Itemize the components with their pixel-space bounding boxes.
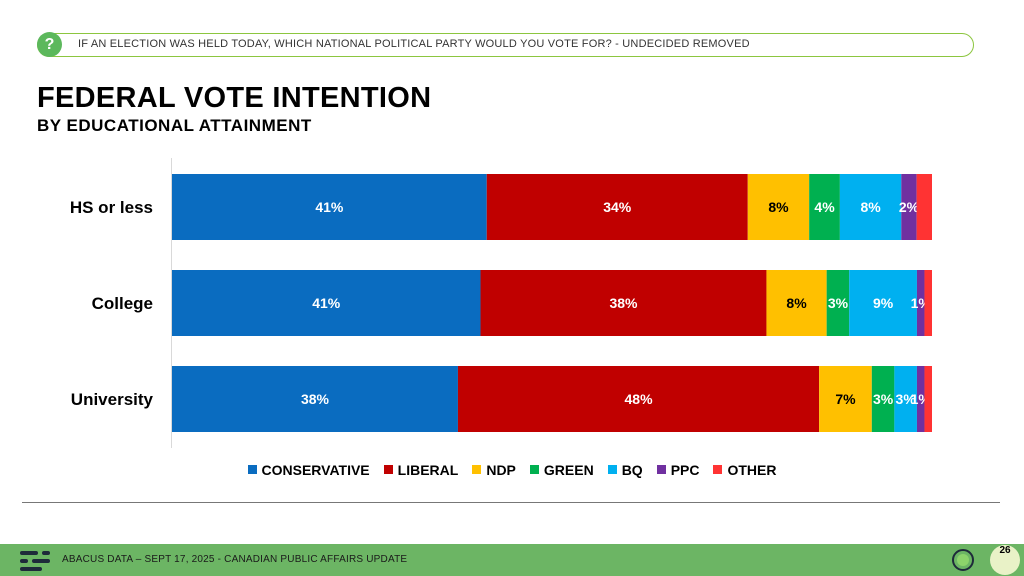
data-label: 8% bbox=[860, 199, 881, 215]
footer-bar: ABACUS DATA – SEPT 17, 2025 - CANADIAN P… bbox=[0, 544, 1024, 576]
legend-item: PPC bbox=[656, 462, 700, 478]
legend-label: GREEN bbox=[543, 462, 594, 478]
bar-segment bbox=[480, 270, 767, 336]
bar-segment bbox=[819, 366, 872, 432]
legend-label: PPC bbox=[670, 462, 700, 478]
legend-swatch bbox=[607, 465, 617, 474]
legend-swatch bbox=[247, 465, 257, 474]
data-label: 3% bbox=[896, 391, 917, 407]
bar-segment bbox=[809, 174, 840, 240]
legend-item: GREEN bbox=[529, 462, 594, 478]
data-label: 8% bbox=[768, 199, 789, 215]
bar-segment bbox=[916, 174, 932, 240]
legend-item: BQ bbox=[607, 462, 643, 478]
legend-item: OTHER bbox=[713, 462, 776, 478]
data-label: 8% bbox=[786, 295, 807, 311]
question-banner: ? IF AN ELECTION WAS HELD TODAY, WHICH N… bbox=[37, 32, 974, 57]
chart-title: FEDERAL VOTE INTENTION bbox=[37, 82, 432, 114]
category-label: HS or less bbox=[70, 198, 153, 217]
question-text: IF AN ELECTION WAS HELD TODAY, WHICH NAT… bbox=[78, 38, 750, 50]
legend-label: CONSERVATIVE bbox=[261, 462, 370, 478]
legend-swatch bbox=[713, 465, 723, 474]
data-label: 4% bbox=[814, 199, 835, 215]
legend-item: NDP bbox=[472, 462, 516, 478]
bar-segment bbox=[924, 366, 932, 432]
category-label: University bbox=[71, 390, 154, 409]
legend-label: OTHER bbox=[727, 462, 777, 478]
bar-segment bbox=[172, 270, 481, 336]
bar-segment bbox=[894, 366, 917, 432]
bar-segment bbox=[924, 270, 932, 336]
bar-segment bbox=[172, 174, 487, 240]
data-label: 7% bbox=[835, 391, 856, 407]
legend-swatch bbox=[472, 465, 482, 474]
footer-text: ABACUS DATA – SEPT 17, 2025 - CANADIAN P… bbox=[62, 554, 408, 565]
category-label: College bbox=[92, 294, 153, 313]
bar-segment bbox=[916, 366, 925, 432]
data-label: 38% bbox=[301, 391, 330, 407]
data-label: 38% bbox=[609, 295, 638, 311]
data-label: 2% bbox=[899, 199, 920, 215]
legend-label: BQ bbox=[621, 462, 643, 478]
bar-segment bbox=[486, 174, 748, 240]
bar-segment bbox=[901, 174, 917, 240]
bar-segment bbox=[839, 174, 902, 240]
chart-legend: CONSERVATIVE LIBERAL NDP GREEN BQ PPC OTHER bbox=[0, 462, 1024, 478]
legend-label: NDP bbox=[486, 462, 516, 478]
data-label: 3% bbox=[873, 391, 894, 407]
bar-segment bbox=[826, 270, 850, 336]
bar-segment bbox=[849, 270, 917, 336]
bar-segment bbox=[747, 174, 810, 240]
data-label: 41% bbox=[315, 199, 344, 215]
divider bbox=[22, 502, 1000, 503]
chart-subtitle: BY EDUCATIONAL ATTAINMENT bbox=[37, 116, 312, 135]
legend-item: LIBERAL bbox=[383, 462, 459, 478]
bar-segment bbox=[871, 366, 895, 432]
bar-segment bbox=[172, 366, 458, 432]
bar-segment bbox=[457, 366, 820, 432]
data-label: 3% bbox=[828, 295, 849, 311]
data-label: 41% bbox=[312, 295, 341, 311]
bar-segment bbox=[916, 270, 925, 336]
legend-swatch bbox=[383, 465, 393, 474]
data-label: 34% bbox=[603, 199, 632, 215]
legend-label: LIBERAL bbox=[397, 462, 459, 478]
stacked-bar-chart: HS or less 41% 34% 8% 4% 8% 2% College 41% 38% 8% 3… bbox=[70, 158, 932, 448]
data-label: 48% bbox=[625, 391, 654, 407]
bar-segment bbox=[766, 270, 827, 336]
abacus-logo-icon bbox=[20, 551, 50, 571]
legend-swatch bbox=[656, 465, 666, 474]
question-mark-icon: ? bbox=[37, 32, 62, 57]
legend-swatch bbox=[529, 465, 539, 474]
data-label: 9% bbox=[873, 295, 894, 311]
legend-item: CONSERVATIVE bbox=[247, 462, 370, 478]
brand-badge-icon bbox=[952, 549, 974, 571]
page-number: 26 bbox=[990, 545, 1020, 575]
